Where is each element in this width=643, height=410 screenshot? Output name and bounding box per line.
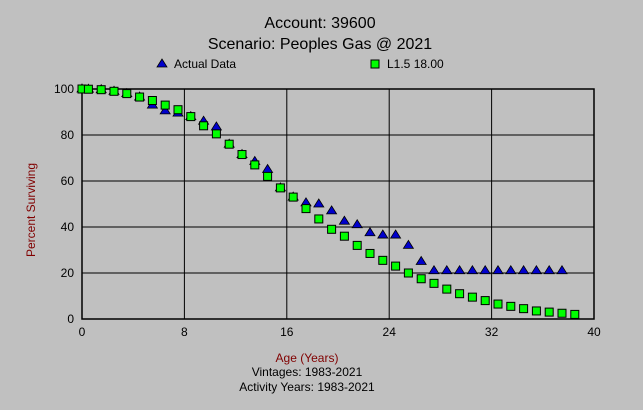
square-point <box>314 214 324 224</box>
square-point <box>327 224 337 234</box>
triangle-point <box>377 229 389 239</box>
square-point <box>275 183 285 193</box>
triangle-point <box>492 264 504 275</box>
square-point <box>467 292 477 302</box>
square-point <box>263 171 273 181</box>
triangle-point <box>364 226 376 237</box>
y-tick-label: 100 <box>54 82 74 96</box>
triangle-point <box>479 264 491 275</box>
triangle-point <box>517 264 530 275</box>
x-tick-label: 0 <box>79 325 86 339</box>
x-tick-label: 24 <box>383 325 397 339</box>
square-point <box>493 299 503 309</box>
axis-ticks: 0 20 40 60 80 100 0 8 16 24 32 40 <box>54 82 601 339</box>
square-point <box>186 112 196 122</box>
square-point <box>199 121 209 131</box>
square-point <box>365 248 375 258</box>
square-point <box>416 274 426 284</box>
square-point <box>544 307 554 317</box>
y-tick-label: 40 <box>61 220 75 234</box>
triangle-point <box>210 121 223 131</box>
square-point <box>442 284 452 294</box>
triangle-point <box>313 198 325 208</box>
chart-subtitle: Scenario: Peoples Gas @ 2021 <box>208 36 432 53</box>
triangle-point <box>466 264 479 275</box>
square-point <box>173 105 183 115</box>
triangle-point <box>428 264 440 275</box>
legend: Actual Data L1.5 18.00 <box>156 57 444 71</box>
triangle-point <box>530 264 543 275</box>
data-points <box>76 83 580 319</box>
legend-label: Actual Data <box>174 57 236 71</box>
y-tick-label: 20 <box>61 266 75 280</box>
y-tick-label: 80 <box>61 128 75 142</box>
square-point <box>135 92 145 102</box>
footer-activity-years: Activity Years: 1983-2021 <box>239 380 375 394</box>
triangle-point <box>543 264 555 275</box>
x-tick-label: 8 <box>181 325 188 339</box>
square-point <box>391 261 401 271</box>
square-point <box>250 160 260 170</box>
square-point <box>237 150 247 160</box>
triangle-point <box>159 105 171 115</box>
square-point <box>160 100 170 110</box>
square-point <box>224 139 234 149</box>
square-point <box>109 86 119 96</box>
triangle-point <box>325 205 338 215</box>
y-axis-label: Percent Surviving <box>24 163 38 257</box>
footer-vintages: Vintages: 1983-2021 <box>252 365 363 379</box>
x-tick-label: 16 <box>280 325 294 339</box>
y-tick-label: 60 <box>61 174 75 188</box>
square-point <box>370 59 380 69</box>
square-point <box>288 192 298 202</box>
square-point <box>429 278 439 288</box>
triangle-point <box>556 264 568 275</box>
legend-label: L1.5 18.00 <box>387 57 444 71</box>
triangle-point <box>505 264 517 275</box>
triangle-point <box>338 215 351 225</box>
chart-title: Account: 39600 <box>264 15 375 32</box>
square-point <box>378 255 388 265</box>
square-point <box>352 240 362 250</box>
triangle-point <box>402 239 415 249</box>
triangle-point <box>156 58 168 68</box>
square-point <box>480 296 490 306</box>
square-point <box>301 204 311 214</box>
square-point <box>403 268 413 278</box>
triangle-point <box>441 264 453 275</box>
triangle-point <box>389 229 402 239</box>
x-tick-label: 32 <box>485 325 499 339</box>
triangle-point <box>453 264 466 275</box>
triangle-point <box>415 255 427 265</box>
square-point <box>519 304 529 314</box>
y-tick-label: 0 <box>67 312 74 326</box>
square-point <box>96 85 106 95</box>
triangle-point <box>261 163 274 173</box>
square-point <box>147 96 157 105</box>
square-point <box>122 89 132 99</box>
plot-frame <box>81 88 595 320</box>
square-point <box>83 84 93 94</box>
square-point <box>339 231 349 241</box>
x-axis-label: Age (Years) <box>276 351 339 365</box>
square-point <box>211 129 221 139</box>
square-point <box>557 308 567 318</box>
square-point <box>570 309 580 319</box>
square-point <box>455 289 465 299</box>
square-point <box>531 306 541 316</box>
square-point <box>506 301 516 311</box>
x-tick-label: 40 <box>587 325 601 339</box>
grid <box>81 88 595 320</box>
triangle-point <box>351 218 363 229</box>
